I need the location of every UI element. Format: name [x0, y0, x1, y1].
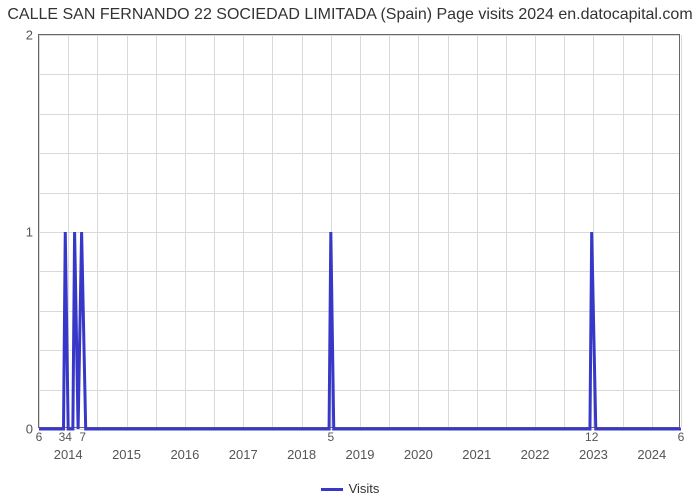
x-tick-label: 2024	[637, 447, 666, 462]
x-tick-label: 2015	[112, 447, 141, 462]
x-tick-label: 2022	[521, 447, 550, 462]
chart-title: CALLE SAN FERNANDO 22 SOCIEDAD LIMITADA …	[0, 6, 700, 24]
x-tick-label: 2020	[404, 447, 433, 462]
legend-label: Visits	[349, 481, 380, 496]
line-series	[39, 35, 681, 429]
data-callout: 6	[678, 430, 685, 444]
y-tick-label: 0	[26, 422, 33, 437]
data-callout: 5	[327, 430, 334, 444]
data-callout: 7	[79, 430, 86, 444]
x-tick-label: 2021	[462, 447, 491, 462]
vertical-gridline	[681, 35, 682, 427]
legend-swatch	[321, 488, 343, 491]
data-callout: 6	[36, 430, 43, 444]
x-tick-label: 2014	[54, 447, 83, 462]
data-callout: 34	[59, 430, 72, 444]
x-tick-label: 2017	[229, 447, 258, 462]
x-tick-label: 2016	[170, 447, 199, 462]
x-tick-label: 2023	[579, 447, 608, 462]
chart-area: 0122014201520162017201820192020202120222…	[38, 34, 680, 428]
plot-area: 0122014201520162017201820192020202120222…	[38, 34, 680, 428]
legend: Visits	[0, 481, 700, 496]
data-callout: 12	[585, 430, 598, 444]
y-tick-label: 1	[26, 225, 33, 240]
y-tick-label: 2	[26, 28, 33, 43]
series-line	[39, 232, 681, 429]
x-tick-label: 2019	[346, 447, 375, 462]
x-tick-label: 2018	[287, 447, 316, 462]
